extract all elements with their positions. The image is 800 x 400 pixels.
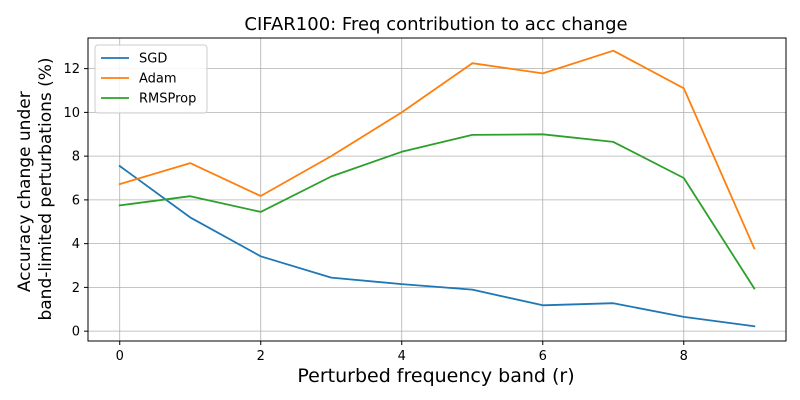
series-line-sgd (118, 164, 756, 328)
y-tick-label: 0 (72, 325, 80, 340)
legend-label-sgd: SGD (139, 52, 167, 67)
legend-label-adam: Adam (139, 72, 177, 87)
y-axis-label: Accuracy change under band-limited pertu… (15, 57, 56, 320)
legend-label-rmsprop: RMSProp (139, 92, 196, 107)
x-tick-label: 4 (398, 349, 406, 364)
chart-title: CIFAR100: Freq contribution to acc chang… (244, 14, 627, 35)
x-tick-label: 0 (116, 349, 124, 364)
series-line-rmsprop (118, 133, 756, 290)
y-axis-label-line-2: band-limited perturbations (%) (36, 57, 56, 320)
plot-area-frame (87, 37, 787, 342)
y-tick-label: 6 (72, 193, 80, 208)
y-tick-label: 8 (72, 150, 80, 165)
y-tick-label: 4 (72, 237, 80, 252)
x-tick-label: 8 (680, 349, 688, 364)
x-tick-label: 2 (257, 349, 265, 364)
y-tick-label: 12 (63, 62, 80, 77)
y-axis-label-line-1: Accuracy change under (15, 91, 35, 292)
x-axis-ticks: 0 2 4 6 8 (116, 341, 688, 364)
series-line-adam (118, 49, 756, 250)
y-tick-label: 2 (72, 281, 80, 296)
y-tick-label: 10 (63, 106, 80, 121)
y-axis-ticks: 0 2 4 6 8 10 12 (63, 62, 88, 340)
legend-box (94, 44, 208, 114)
x-axis-label: Perturbed frequency band (r) (297, 365, 574, 387)
legend: SGD Adam RMSProp (94, 44, 208, 114)
x-tick-label: 6 (539, 349, 547, 364)
series-lines (118, 49, 756, 328)
